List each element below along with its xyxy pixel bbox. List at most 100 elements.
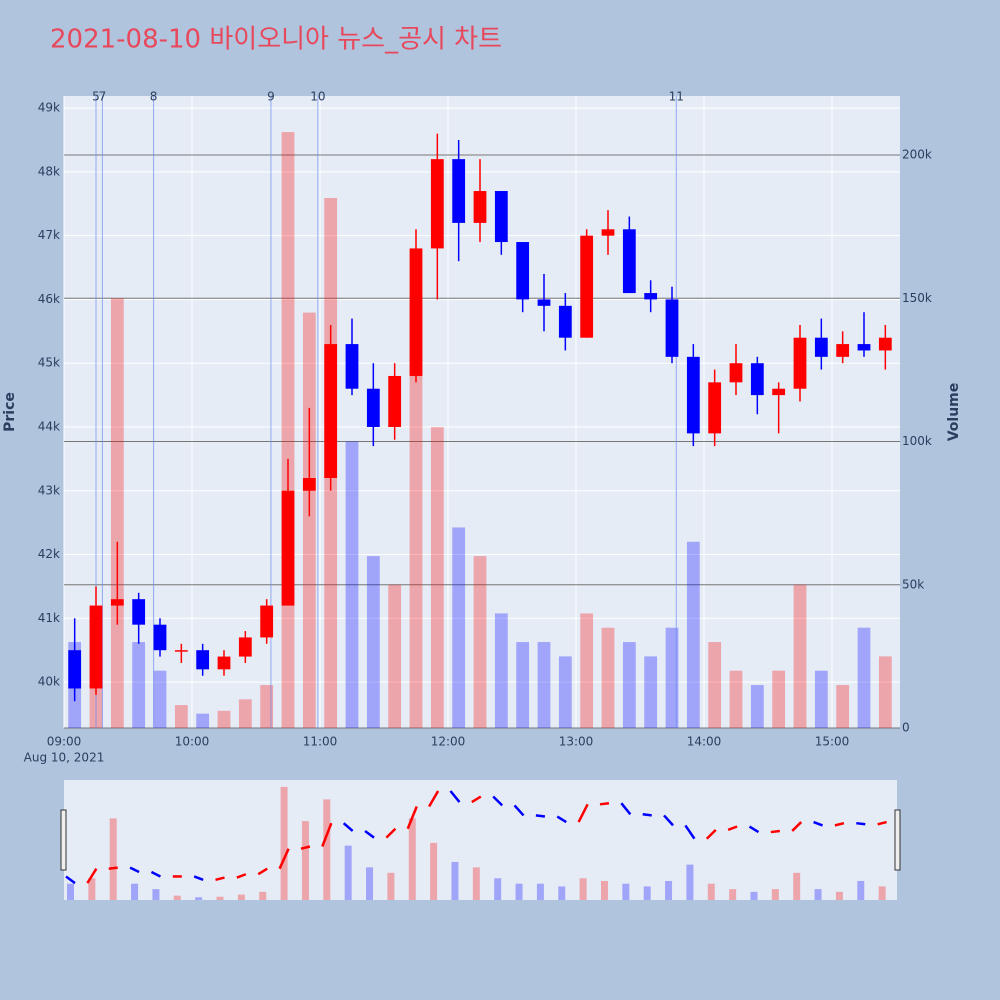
slider-volume-bar: [216, 896, 224, 900]
volume-bar: [388, 584, 402, 728]
slider-volume-bar: [280, 786, 288, 900]
volume-bar: [196, 713, 210, 728]
candle-body: [644, 293, 658, 300]
volume-bar: [110, 298, 124, 728]
volume-bar: [452, 527, 466, 728]
chart-title: 2021-08-10 바이오니아 뉴스_공시 차트: [50, 25, 502, 55]
y2-tick-label: 0: [902, 721, 910, 735]
slider-price-segment: [513, 804, 525, 817]
volume-bar: [494, 613, 508, 728]
slider-volume-bar: [579, 878, 587, 900]
slider-handle[interactable]: [60, 809, 67, 871]
y-tick-label: 49k: [38, 101, 60, 115]
volume-bar: [580, 613, 594, 728]
slider-price-segment: [642, 813, 652, 817]
slider-volume-bar: [301, 821, 309, 900]
slider-volume-bar: [771, 889, 779, 900]
candle-body: [260, 605, 274, 638]
volume-bar: [750, 685, 764, 728]
news-label: 5: [92, 90, 100, 104]
slider-volume-bar: [729, 889, 737, 900]
slider-price-segment: [471, 795, 482, 804]
slider-volume-bar: [88, 878, 96, 900]
slider-volume-bar: [686, 864, 694, 900]
candle-body: [622, 229, 636, 294]
candle-body: [473, 191, 487, 223]
candle-body: [174, 650, 188, 652]
candle-body: [494, 191, 508, 243]
slider-price-segment: [727, 825, 738, 832]
slider-price-segment: [663, 814, 674, 827]
candle-body: [601, 229, 615, 236]
y-tick-label: 44k: [38, 419, 60, 433]
candle-body: [238, 637, 252, 657]
candle-body: [665, 299, 679, 357]
volume-bar: [217, 710, 231, 728]
slider-price-segment: [193, 875, 204, 881]
volume-bar: [558, 656, 572, 728]
slider-price-segment: [129, 866, 140, 874]
slider-volume-bar: [152, 889, 160, 900]
candle-body: [153, 624, 167, 651]
slider-price-segment: [813, 820, 823, 827]
volume-bar: [473, 556, 487, 728]
candle-body: [836, 344, 850, 357]
slider-price-segment: [215, 876, 225, 882]
slider-price-segment: [86, 868, 98, 884]
volume-bar: [814, 670, 828, 728]
y-tick-label: 40k: [38, 675, 60, 689]
candle-body: [388, 375, 402, 427]
y2-tick-label: 50k: [902, 577, 924, 591]
volume-bar: [430, 427, 444, 728]
candle-body: [430, 159, 444, 249]
slider-price-segment: [449, 790, 461, 803]
volume-bar: [238, 699, 252, 728]
slider-price-segment: [342, 822, 354, 832]
news-label: 7: [99, 90, 107, 104]
slider-price-segment: [856, 821, 866, 826]
slider-price-segment: [300, 845, 311, 850]
volume-bar: [516, 642, 530, 728]
volume-bar: [793, 584, 807, 728]
volume-bar: [281, 132, 295, 729]
slider-price-segment: [65, 875, 76, 885]
candle-body: [110, 599, 124, 606]
volume-bar: [366, 556, 380, 728]
slider-volume-bar: [430, 842, 438, 900]
x-tick-label: 09:00: [47, 735, 82, 749]
slider-volume-bar: [494, 878, 502, 900]
slider-price-segment: [791, 821, 803, 832]
slider-price-segment: [150, 870, 161, 878]
slider-volume-bar: [857, 880, 865, 900]
candle-body: [729, 363, 743, 383]
slider-volume-bar: [643, 886, 651, 900]
candle-body: [345, 344, 359, 389]
y-tick-label: 42k: [38, 547, 60, 561]
slider-volume-bar: [387, 872, 395, 900]
slider-price-segment: [834, 821, 845, 827]
y2-tick-label: 150k: [902, 291, 932, 305]
candle-body: [537, 299, 551, 306]
x-tick-label: 13:00: [559, 735, 594, 749]
volume-bar: [132, 642, 146, 728]
slider-volume-bar: [131, 883, 139, 900]
slider-price-segment: [770, 829, 780, 834]
candle-body: [516, 242, 530, 300]
candle-body: [409, 248, 423, 376]
slider-handle[interactable]: [894, 809, 901, 871]
volume-bar: [302, 312, 316, 728]
candle-body: [281, 490, 295, 606]
candle-body: [580, 235, 594, 338]
y2-tick-label: 100k: [902, 434, 932, 448]
volume-bar: [622, 642, 636, 728]
volume-bar: [260, 685, 274, 728]
slider-volume-bar: [366, 867, 374, 900]
candle-body: [452, 159, 466, 223]
slider-price-segment: [705, 828, 717, 840]
slider-price-segment: [877, 820, 887, 826]
slider-price-segment: [428, 790, 440, 808]
candle-body: [686, 356, 700, 434]
x-date-label: Aug 10, 2021: [24, 751, 105, 765]
